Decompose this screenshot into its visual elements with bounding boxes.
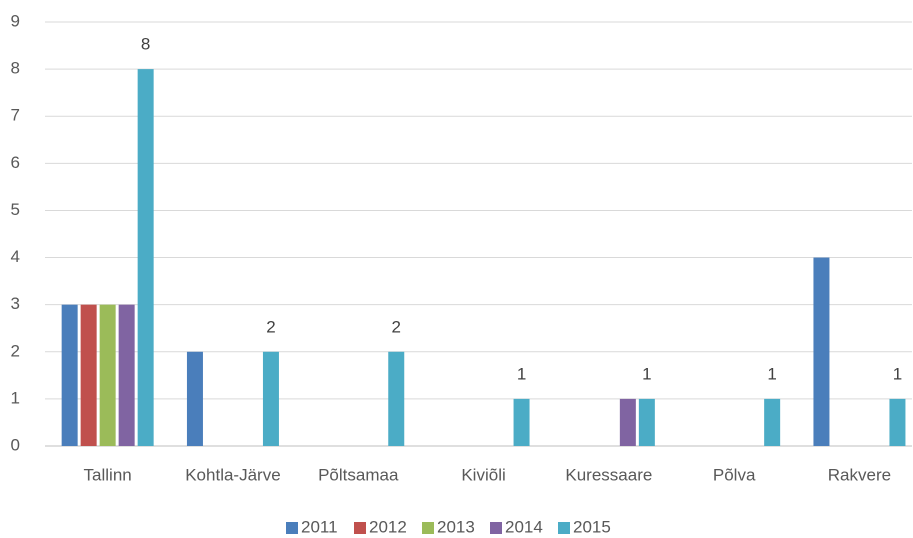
data-label: 1: [893, 364, 902, 383]
bar: [99, 304, 116, 446]
y-tick-label: 6: [11, 153, 20, 172]
bar: [80, 304, 97, 446]
bar: [889, 398, 906, 446]
bar: [513, 398, 530, 446]
bar: [186, 351, 203, 446]
legend-label: 2011: [301, 517, 338, 536]
y-tick-label: 0: [11, 435, 20, 454]
bar: [813, 257, 830, 446]
legend-label: 2015: [573, 517, 611, 536]
legend-swatch: [354, 522, 366, 534]
x-tick-label: Põltsamaa: [318, 465, 399, 484]
y-tick-label: 8: [11, 59, 20, 78]
y-tick-label: 2: [11, 341, 20, 360]
y-tick-label: 7: [11, 106, 20, 125]
legend-label: 2013: [437, 517, 475, 536]
bar: [137, 69, 154, 446]
legend-label: 2014: [505, 517, 543, 536]
x-tick-label: Kohtla-Järve: [185, 465, 280, 484]
x-tick-label: Kiviõli: [461, 465, 505, 484]
legend-swatch: [558, 522, 570, 534]
legend-swatch: [422, 522, 434, 534]
y-tick-label: 1: [11, 388, 20, 407]
bar: [619, 398, 636, 446]
data-label: 1: [767, 364, 776, 383]
x-tick-label: Põlva: [713, 465, 756, 484]
x-tick-label: Kuressaare: [565, 465, 652, 484]
bar: [388, 351, 405, 446]
legend-swatch: [286, 522, 298, 534]
data-label: 2: [266, 317, 275, 336]
data-label: 8: [141, 35, 150, 54]
bar: [764, 398, 781, 446]
x-tick-label: Rakvere: [828, 465, 891, 484]
data-label: 1: [517, 364, 526, 383]
y-tick-label: 5: [11, 200, 20, 219]
bar: [638, 398, 655, 446]
y-tick-label: 9: [11, 11, 20, 30]
data-label: 1: [642, 364, 651, 383]
legend-swatch: [490, 522, 502, 534]
bar: [262, 351, 279, 446]
bar: [118, 304, 135, 446]
bar: [61, 304, 78, 446]
legend-label: 2012: [369, 517, 407, 536]
y-tick-label: 4: [11, 247, 20, 266]
data-label: 2: [392, 317, 401, 336]
y-tick-label: 3: [11, 294, 20, 313]
x-tick-label: Tallinn: [84, 465, 132, 484]
